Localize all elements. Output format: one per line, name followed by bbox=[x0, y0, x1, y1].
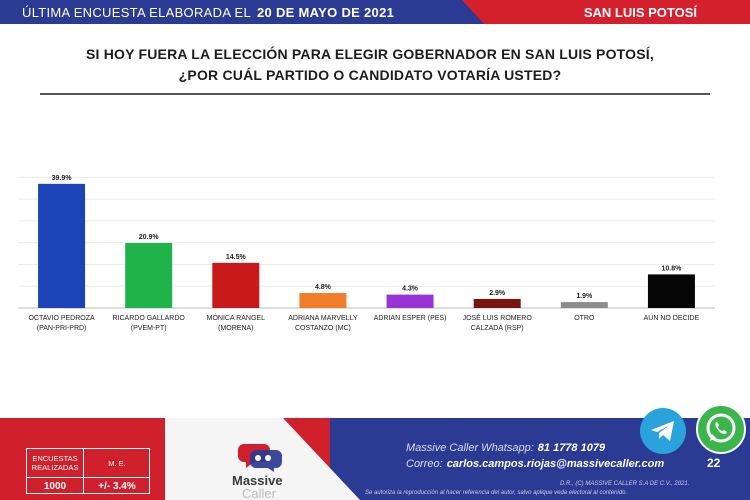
bar-7 bbox=[647, 274, 695, 308]
logo-text-caller: Caller bbox=[242, 486, 276, 500]
stats-divider-h bbox=[27, 477, 149, 478]
stats-header-surveys: ENCUESTAS REALIZADAS bbox=[31, 454, 79, 472]
survey-label: ÚLTIMA ENCUESTA ELABORADA EL bbox=[22, 5, 251, 20]
whatsapp-glyph bbox=[706, 413, 736, 443]
footer: ENCUESTAS REALIZADAS M. E. 1000 +/- 3.4%… bbox=[0, 418, 750, 500]
chart-category-labels: OCTAVIO PEDROZA (PAN-PRI-PRD) RICARDO GALL… bbox=[28, 313, 699, 332]
chart-title-line1: SI HOY FUERA LA ELECCIÓN PARA ELEGIR GOB… bbox=[85, 46, 654, 62]
bar-value-label: 10.8% bbox=[662, 265, 683, 272]
chart-bars bbox=[38, 183, 695, 308]
category-label: COSTANZO (MC) bbox=[295, 325, 351, 332]
header-bar: ÚLTIMA ENCUESTA ELABORADA EL 20 DE MAYO D… bbox=[0, 0, 750, 24]
page-number: 22 bbox=[707, 456, 721, 470]
category-label: OTRO bbox=[574, 315, 595, 322]
title-divider bbox=[40, 93, 710, 95]
category-label: ADRIANA MARVELLY bbox=[288, 315, 358, 322]
category-label: JOSÉ LUIS ROMERO bbox=[463, 313, 533, 322]
category-label: (PAN-PRI-PRD) bbox=[37, 325, 87, 332]
whatsapp-label: Massive Caller Whatsapp: bbox=[406, 442, 534, 454]
region-label: SAN LUIS POTOSÍ bbox=[583, 5, 697, 20]
chart-grid bbox=[18, 176, 715, 309]
survey-stats-table: ENCUESTAS REALIZADAS M. E. 1000 +/- 3.4% bbox=[26, 448, 150, 494]
bar-1 bbox=[125, 242, 173, 308]
email-address: carlos.campos.riojas@massivecaller.com bbox=[446, 458, 665, 470]
massive-caller-logo-mark bbox=[238, 444, 282, 472]
category-label: RICARDO GALLARDO bbox=[113, 315, 186, 322]
bar-value-label: 1.9% bbox=[576, 293, 593, 300]
bar-value-label: 4.8% bbox=[315, 284, 332, 291]
email-contact: Correo: carlos.campos.riojas@massivecalle… bbox=[406, 458, 664, 470]
telegram-icon[interactable] bbox=[640, 408, 686, 454]
telegram-glyph bbox=[651, 421, 674, 441]
whatsapp-contact: Massive Caller Whatsapp: 81 1778 1079 bbox=[406, 442, 605, 454]
massive-caller-logo: Massive Caller bbox=[222, 440, 306, 500]
bar-value-label: 20.9% bbox=[139, 234, 160, 241]
category-label: (PVEM-PT) bbox=[131, 325, 167, 332]
category-label: AÚN NO DECIDE bbox=[644, 313, 700, 322]
stats-value-surveys: 1000 bbox=[43, 480, 67, 492]
survey-date-text: ÚLTIMA ENCUESTA ELABORADA EL 20 DE MAYO D… bbox=[22, 5, 394, 20]
bar-2 bbox=[212, 262, 260, 308]
logo-text-massive: Massive bbox=[232, 473, 283, 488]
bar-0 bbox=[38, 183, 86, 308]
whatsapp-number: 81 1778 1079 bbox=[537, 442, 606, 454]
bar-5 bbox=[473, 298, 521, 308]
category-label: (MORENA) bbox=[218, 325, 253, 332]
whatsapp-icon[interactable] bbox=[696, 404, 746, 454]
bar-value-label: 39.9% bbox=[52, 175, 73, 182]
header-red-band bbox=[462, 0, 750, 24]
category-label: OCTAVIO PEDROZA bbox=[28, 315, 95, 322]
bar-3 bbox=[299, 293, 347, 308]
bar-value-label: 4.3% bbox=[402, 286, 419, 293]
stats-value-margin: +/- 3.4% bbox=[98, 480, 136, 492]
bar-value-label: 2.9% bbox=[489, 290, 506, 297]
stats-divider-v bbox=[83, 449, 84, 493]
category-label: MÓNICA RANGEL bbox=[207, 313, 265, 322]
category-label: CALZADA (RSP) bbox=[471, 325, 524, 332]
legal-reproduction-note: Se autoriza la reproducción al hacer ref… bbox=[365, 490, 628, 496]
bar-value-label: 14.5% bbox=[226, 254, 247, 261]
email-label: Correo: bbox=[406, 458, 443, 470]
bar-chart: 39.9% 20.9% 14.5% 4.8% 4.3% 2.9% 1.9% 10.8% OCT… bbox=[18, 175, 715, 332]
chart-value-labels: 39.9% 20.9% 14.5% 4.8% 4.3% 2.9% 1.9% 10.8% bbox=[52, 175, 682, 300]
bar-4 bbox=[386, 294, 434, 308]
legal-copyright: D.R., (C) MASSIVE CALLER S.A DE C.V., 20… bbox=[560, 481, 690, 487]
chart-title-line2: ¿POR CUÁL PARTIDO O CANDIDATO VOTARÍA US… bbox=[178, 67, 562, 83]
chart-title: SI HOY FUERA LA ELECCIÓN PARA ELEGIR GOB… bbox=[60, 44, 680, 86]
stats-header-margin: M. E. bbox=[108, 458, 126, 468]
survey-date: 20 DE MAYO DE 2021 bbox=[257, 5, 395, 20]
category-label: ADRIAN ESPER (PES) bbox=[374, 315, 447, 322]
bar-6 bbox=[560, 302, 608, 308]
